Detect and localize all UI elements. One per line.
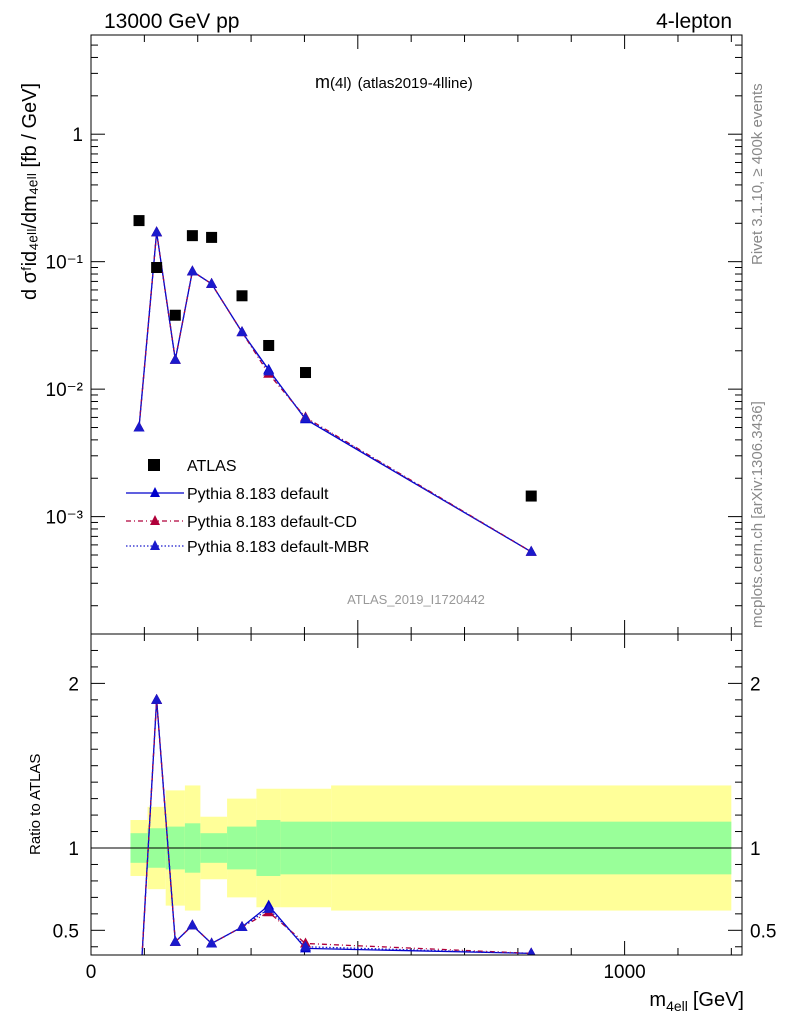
ratio-series-group — [134, 693, 536, 1013]
plot-title-tag: (atlas2019-4lline) — [358, 75, 473, 92]
main-series-group — [133, 215, 537, 556]
ratio-axis-ticks: 0 500 1000 0.5 0.5 1 1 2 2 — [53, 620, 776, 983]
ratio-ytick-label: 1 — [68, 839, 79, 860]
main-ytick-label: 10⁻³ — [46, 508, 84, 529]
x-tick-label: 500 — [342, 962, 374, 983]
atlas-point — [236, 290, 248, 302]
legend-atlas-marker — [148, 459, 160, 471]
legend-cd-label: Pythia 8.183 default-CD — [187, 514, 357, 531]
ratio-marker-mbr — [186, 919, 198, 930]
x-axis-label-unit: [GeV] — [693, 989, 744, 1011]
header-process: 4-lepton — [656, 10, 732, 33]
atlas-point — [133, 215, 145, 227]
main-marker-mbr — [133, 421, 145, 432]
main-ytick-label: 10⁻² — [46, 380, 84, 401]
ratio-ylabel: Ratio to ATLAS — [27, 754, 44, 855]
x-axis-label-main: m — [649, 989, 666, 1011]
ratio-ytick-label: 2 — [68, 674, 79, 695]
atlas-point — [300, 367, 312, 379]
x-axis-label-sub: 4ell — [666, 998, 688, 1014]
ratio-ytick-label-right: 1 — [750, 839, 761, 860]
legend-atlas-label: ATLAS — [187, 458, 237, 475]
legend-cd-marker — [150, 515, 160, 525]
x-tick-label: 0 — [86, 962, 97, 983]
ratio-ytick-label-right: 0.5 — [750, 921, 776, 942]
legend-mbr-marker — [150, 540, 160, 550]
analysis-label: ATLAS_2019_I1720442 — [347, 592, 485, 607]
main-marker-mbr — [236, 326, 248, 337]
legend-mbr-label: Pythia 8.183 default-MBR — [187, 539, 369, 556]
main-ytick-label: 1 — [72, 125, 83, 146]
main-axis-ticks: 1 10⁻¹ 10⁻² 10⁻³ — [46, 34, 742, 607]
mcplots-label: mcplots.cern.ch [arXiv:1306.3436] — [749, 401, 766, 628]
x-tick-label: 1000 — [603, 962, 645, 983]
ratio-panel-frame — [90, 633, 743, 956]
atlas-point — [525, 490, 537, 502]
main-marker-mbr — [169, 353, 181, 364]
ratio-marker-mbr — [206, 937, 218, 948]
ratio-ytick-label: 0.5 — [53, 921, 79, 942]
legend-default-marker — [150, 487, 160, 497]
atlas-point — [206, 231, 218, 243]
main-line-default — [138, 232, 532, 553]
ratio-marker-mbr — [236, 921, 248, 932]
ratio-marker-mbr — [134, 1003, 145, 1013]
plot-title-sub: (4l) — [330, 75, 352, 92]
rivet-label: Rivet 3.1.10, ≥ 400k events — [749, 83, 766, 265]
ratio-marker-mbr — [263, 902, 275, 913]
ratio-marker-default — [134, 1003, 145, 1013]
main-line-cd — [138, 232, 532, 553]
ratio-marker-mbr — [300, 940, 312, 951]
main-ylabel: d σᶠid₄ₑₗₗ/dm₄ₑₗₗ [fb / GeV] — [19, 83, 41, 300]
plot-title: m(4l) (atlas2019-4lline) — [315, 72, 473, 92]
main-marker-mbr — [525, 545, 537, 556]
main-marker-mbr — [151, 226, 163, 237]
header-energy: 13000 GeV pp — [104, 10, 239, 33]
main-marker-mbr — [263, 365, 275, 376]
x-axis-label: m4ell [GeV] — [649, 989, 744, 1014]
plot-title-main: m — [315, 72, 330, 92]
legend-default-label: Pythia 8.183 default — [187, 486, 329, 503]
main-marker-mbr — [300, 412, 312, 423]
atlas-point — [186, 230, 198, 242]
legend: ATLAS Pythia 8.183 default Pythia 8.183 … — [126, 458, 369, 556]
main-marker-mbr — [206, 277, 218, 288]
ratio-marker-mbr — [169, 935, 181, 946]
ratio-marker-cd — [134, 1003, 145, 1013]
main-marker-mbr — [186, 265, 198, 276]
atlas-point — [169, 309, 181, 321]
main-ytick-label: 10⁻¹ — [46, 253, 84, 274]
atlas-point — [151, 262, 163, 274]
ratio-marker-mbr — [527, 947, 536, 955]
ratio-marker-mbr — [151, 693, 163, 704]
atlas-point — [263, 339, 275, 351]
main-line-mbr — [138, 232, 532, 553]
ratio-ytick-label-right: 2 — [750, 674, 761, 695]
